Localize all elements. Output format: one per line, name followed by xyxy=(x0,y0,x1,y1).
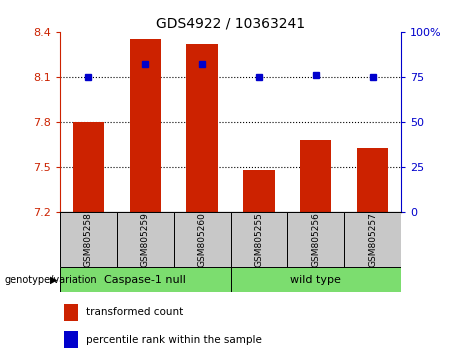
Text: GSM805255: GSM805255 xyxy=(254,212,263,267)
Text: percentile rank within the sample: percentile rank within the sample xyxy=(86,335,262,344)
Bar xyxy=(60,212,117,267)
Text: ▶: ▶ xyxy=(50,275,58,285)
Bar xyxy=(73,122,104,212)
Text: GSM805259: GSM805259 xyxy=(141,212,150,267)
Text: GSM805256: GSM805256 xyxy=(311,212,320,267)
Bar xyxy=(357,148,388,212)
Bar xyxy=(230,212,287,267)
Bar xyxy=(186,44,218,212)
Bar xyxy=(344,212,401,267)
Bar xyxy=(230,267,401,292)
Text: transformed count: transformed count xyxy=(86,308,183,318)
Text: GSM805258: GSM805258 xyxy=(84,212,93,267)
Text: GSM805260: GSM805260 xyxy=(198,212,207,267)
Text: wild type: wild type xyxy=(290,275,341,285)
Text: Caspase-1 null: Caspase-1 null xyxy=(104,275,186,285)
Bar xyxy=(243,170,275,212)
Bar xyxy=(64,331,78,348)
Bar xyxy=(287,212,344,267)
Text: GSM805257: GSM805257 xyxy=(368,212,377,267)
Bar xyxy=(64,304,78,321)
Bar xyxy=(117,212,174,267)
Title: GDS4922 / 10363241: GDS4922 / 10363241 xyxy=(156,17,305,31)
Bar xyxy=(174,212,230,267)
Bar xyxy=(60,267,230,292)
Bar xyxy=(130,39,161,212)
Bar xyxy=(300,140,331,212)
Text: genotype/variation: genotype/variation xyxy=(5,275,97,285)
